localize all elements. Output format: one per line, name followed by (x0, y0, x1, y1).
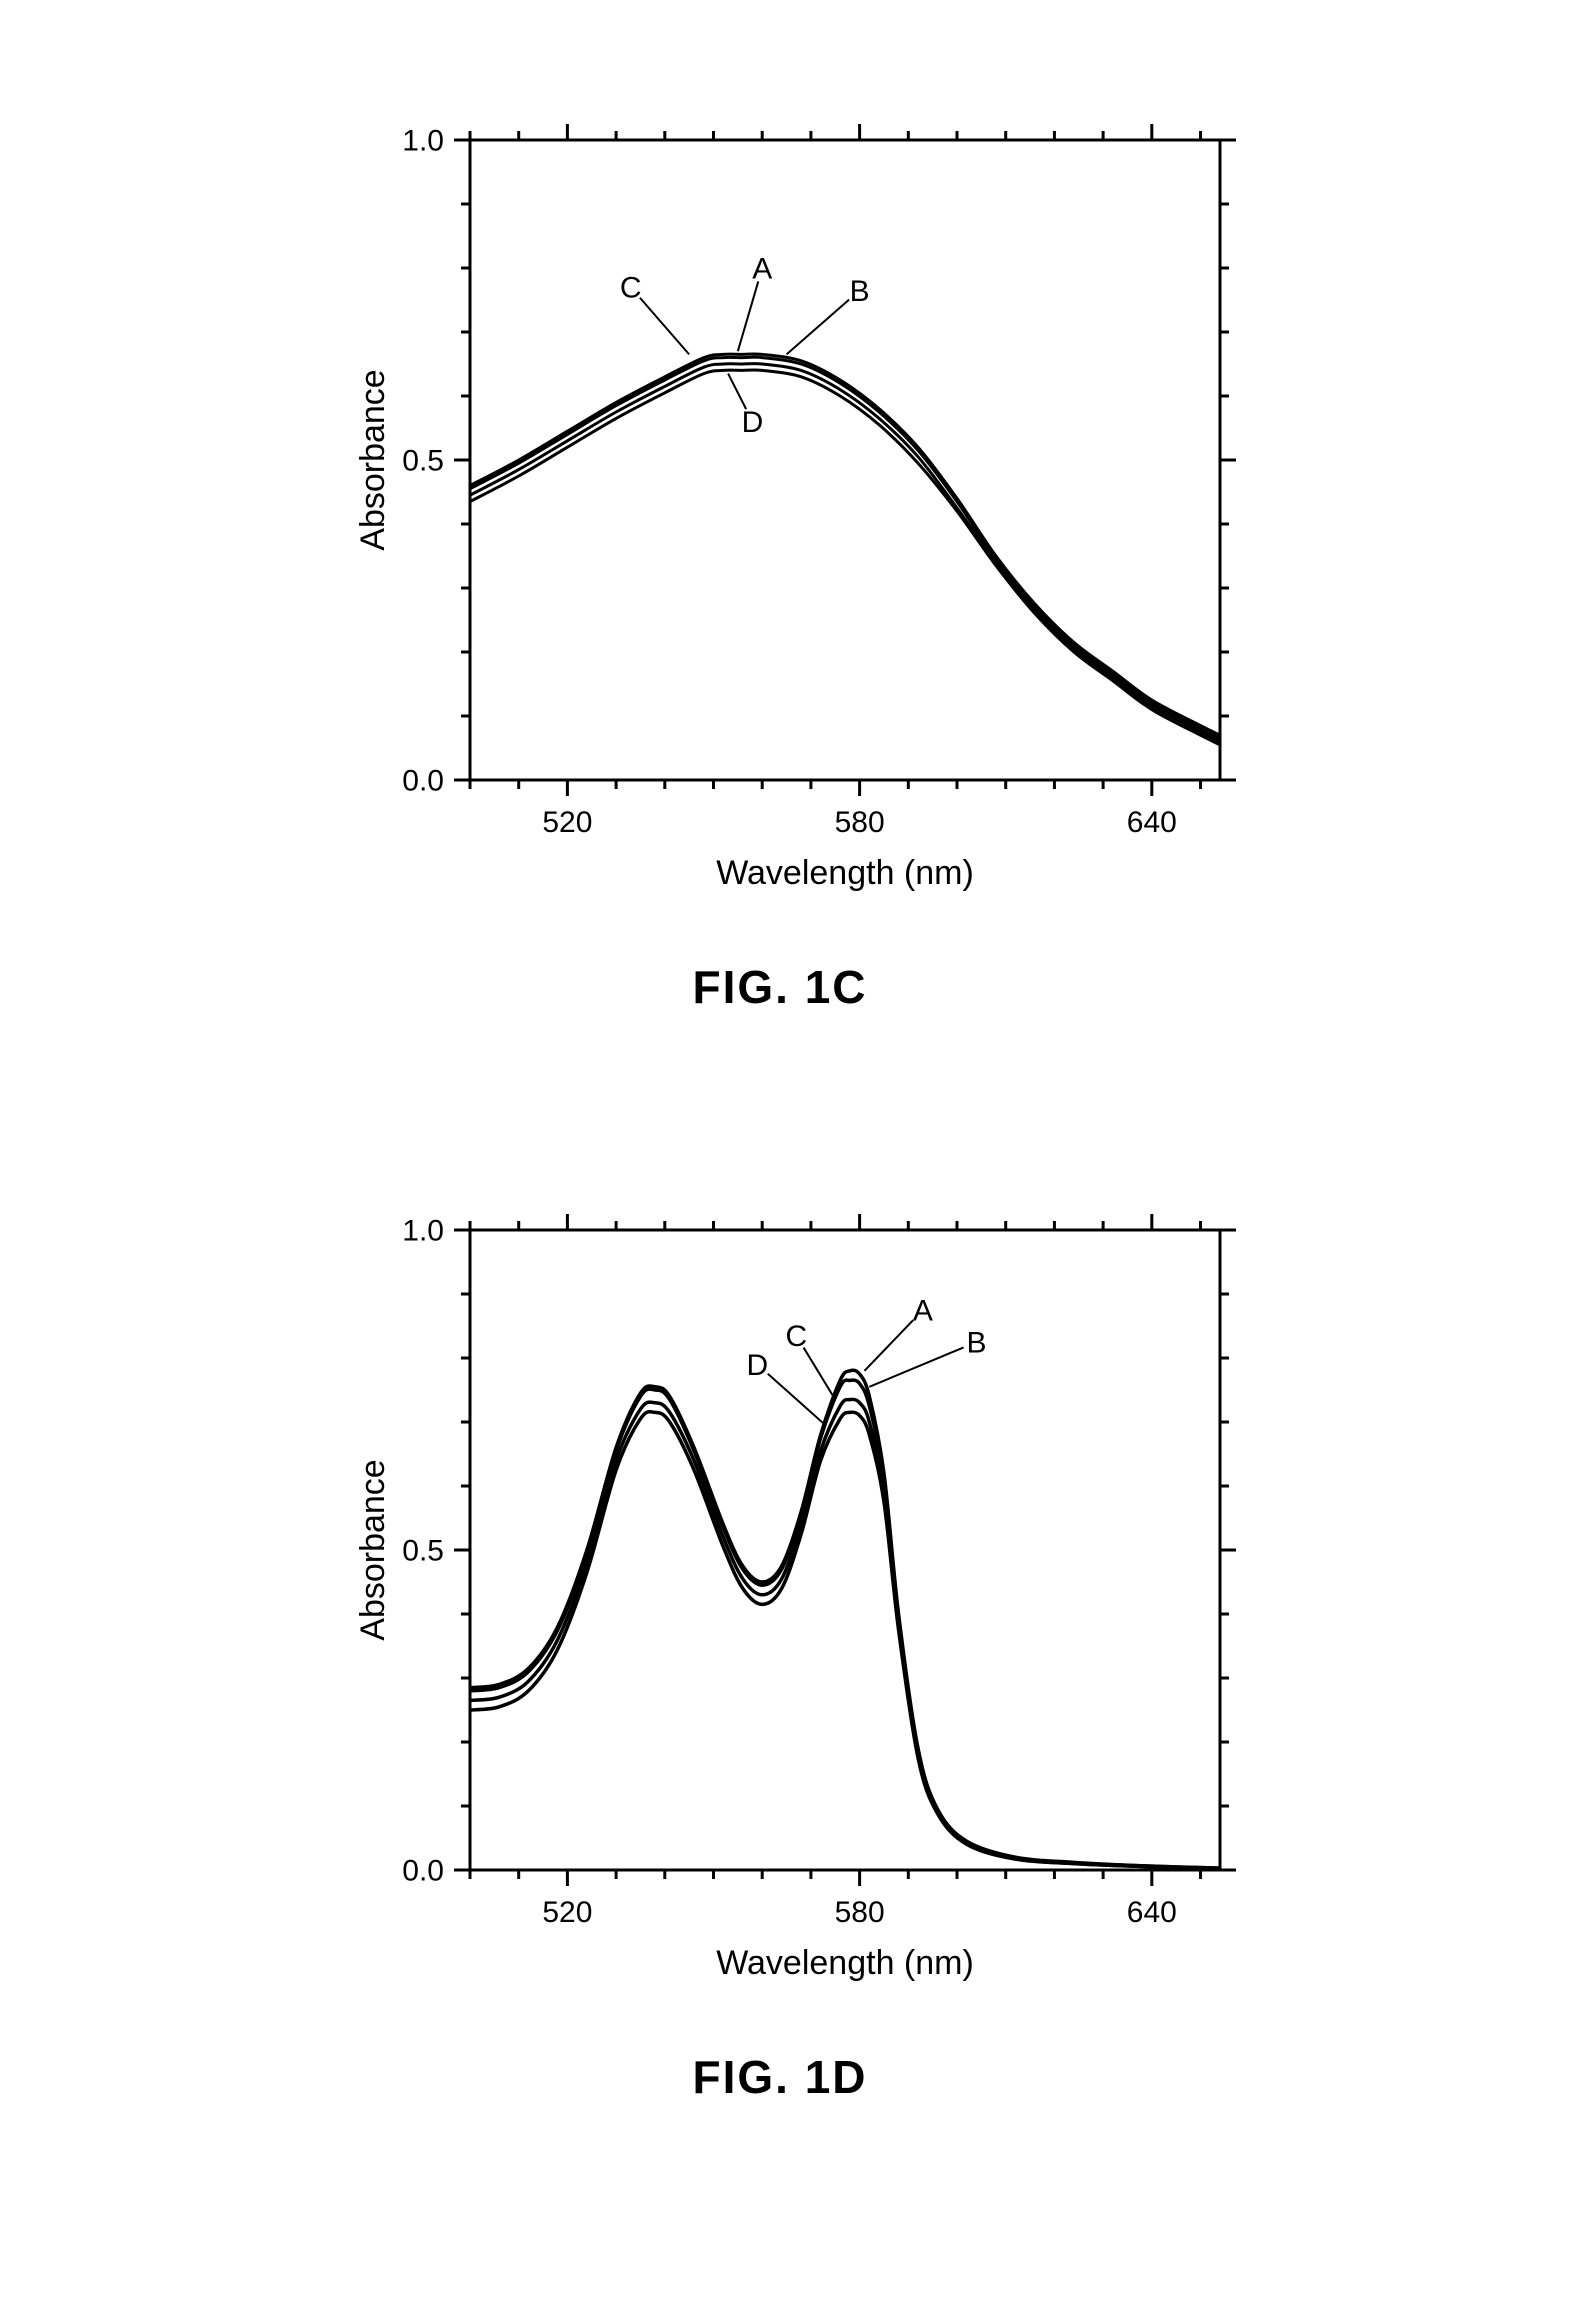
fig1c-series-C (470, 364, 1220, 742)
fig1c-ytick-label: 1.0 (402, 125, 444, 158)
fig1c-annotation-label-A: A (752, 253, 772, 286)
fig1c-annotation-leader-C (640, 298, 689, 355)
fig1c-annotation-label-D: D (742, 406, 764, 439)
fig1d-series-A (470, 1370, 1220, 1868)
fig1d-annotation-label-A: A (913, 1295, 933, 1328)
fig1d-annotation-leader-B (869, 1347, 963, 1386)
fig1d-series-C (470, 1399, 1220, 1868)
fig1c-xtick-label: 580 (835, 806, 885, 839)
fig1c-ylabel: Absorbance (354, 369, 392, 550)
fig1d-ytick-label: 0.5 (402, 1535, 444, 1568)
fig1c-annotation-label-B: B (850, 275, 870, 308)
fig1c-xtick-label: 640 (1127, 806, 1177, 839)
figure-1c-caption: FIG. 1C (300, 960, 1260, 1014)
fig1d-annotation-leader-C (804, 1348, 836, 1400)
fig1d-annotation-leader-A (864, 1320, 913, 1371)
fig1d-ylabel: Absorbance (354, 1459, 392, 1640)
fig1c-annotation-label-C: C (620, 272, 642, 305)
fig1c-axes-frame (470, 140, 1220, 780)
fig1d-annotation-leader-D (768, 1374, 826, 1425)
fig1d-ytick-label: 0.0 (402, 1855, 444, 1888)
fig1c-annotation-leader-B (787, 300, 850, 355)
fig1d-series-B (470, 1380, 1220, 1868)
fig1d-xlabel: Wavelength (nm) (716, 1944, 974, 1982)
fig1d-annotation-label-B: B (966, 1327, 986, 1360)
fig1d-series-D (470, 1412, 1220, 1869)
fig1c-ytick-label: 0.0 (402, 765, 444, 798)
fig1c-annotation-leader-D (728, 374, 746, 410)
fig1d-annotation-label-C: C (785, 1320, 807, 1353)
fig1d-annotation-label-D: D (747, 1349, 769, 1382)
fig1c-series-B (470, 357, 1220, 738)
figure-1c-panel: 0.0 0.5 1.0 520 580 640 Wavelength (nm) Absorba… (300, 110, 1260, 930)
fig1d-xtick-label: 640 (1127, 1896, 1177, 1929)
fig1d-chart: 0.0 0.5 1.0 520 580 640 Wavelength (nm) Absorba… (300, 1200, 1260, 2020)
fig1c-chart: 0.0 0.5 1.0 520 580 640 Wavelength (nm) Absorba… (300, 110, 1260, 930)
fig1c-ytick-label: 0.5 (402, 445, 444, 478)
fig1d-axes-frame (470, 1230, 1220, 1870)
fig1d-ytick-label: 1.0 (402, 1215, 444, 1248)
fig1c-xlabel: Wavelength (nm) (716, 854, 974, 892)
page: 0.0 0.5 1.0 520 580 640 Wavelength (nm) Absorba… (0, 0, 1571, 2321)
fig1d-xtick-label: 580 (835, 1896, 885, 1929)
fig1d-xtick-label: 520 (542, 1896, 592, 1929)
figure-1d-caption: FIG. 1D (300, 2050, 1260, 2104)
fig1c-xtick-label: 520 (542, 806, 592, 839)
fig1c-annotation-leader-A (738, 281, 758, 351)
figure-1d-panel: 0.0 0.5 1.0 520 580 640 Wavelength (nm) Absorba… (300, 1200, 1260, 2020)
